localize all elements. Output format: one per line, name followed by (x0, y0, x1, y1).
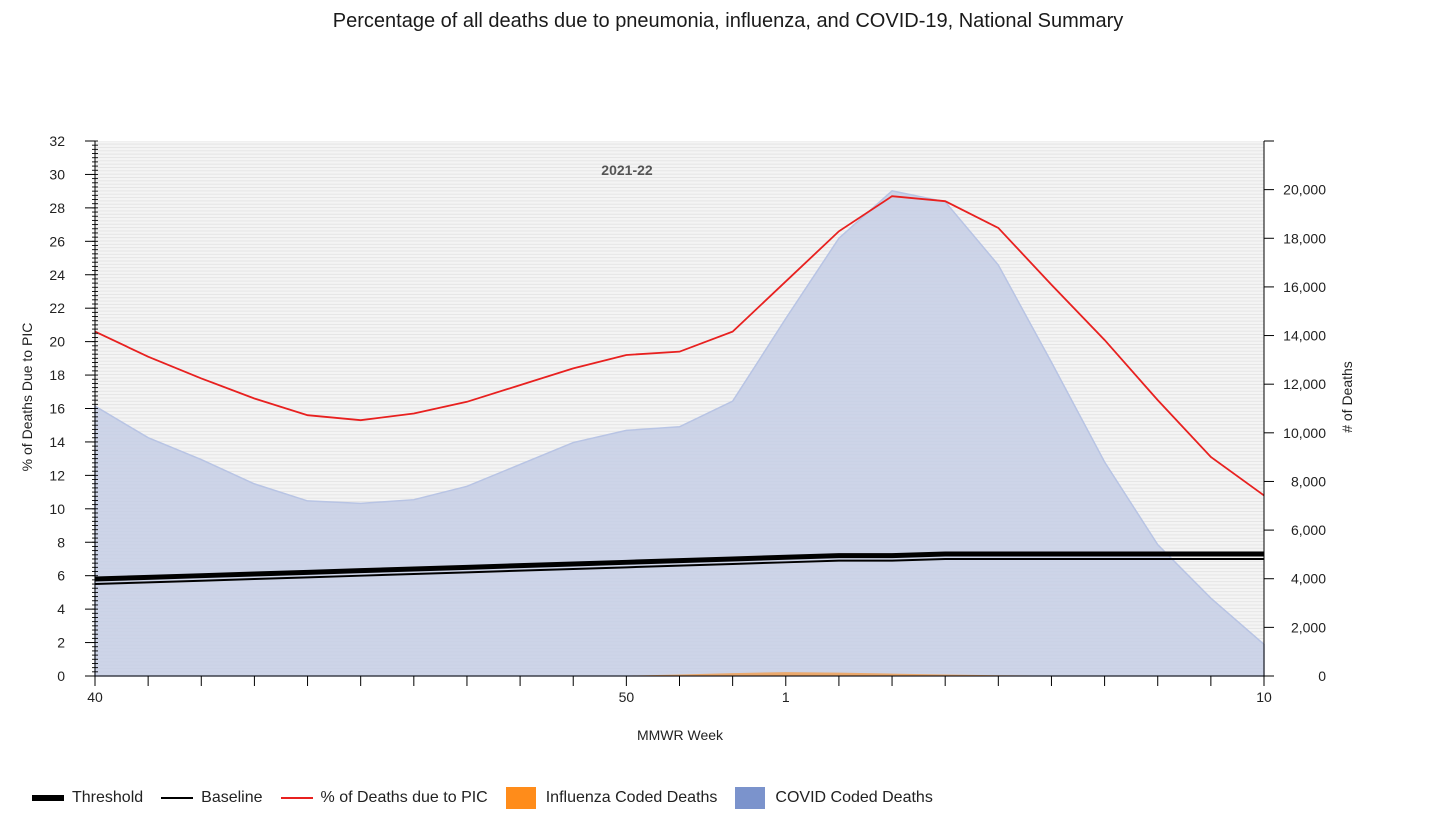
right-tick-label: 12,000 (1283, 376, 1326, 392)
left-tick-label: 26 (49, 233, 65, 249)
right-tick-label: 20,000 (1283, 182, 1326, 198)
left-tick-label: 20 (49, 334, 65, 350)
right-axis-title: # of Deaths (1339, 361, 1355, 433)
left-tick-label: 24 (49, 267, 65, 283)
left-tick-label: 14 (49, 434, 65, 450)
left-tick-label: 18 (49, 367, 65, 383)
influenza-coded-deaths-area (95, 672, 1264, 676)
right-tick-label: 14,000 (1283, 328, 1326, 344)
right-tick-label: 2,000 (1291, 619, 1326, 635)
legend-item-covid[interactable]: COVID Coded Deaths (735, 787, 933, 809)
legend-item-threshold[interactable]: Threshold (32, 789, 143, 807)
left-tick-label: 8 (57, 534, 65, 550)
legend-item-influenza[interactable]: Influenza Coded Deaths (505, 787, 718, 809)
left-axis-title: % of Deaths Due to PIC (19, 323, 35, 472)
threshold-swatch (32, 795, 64, 801)
baseline-line (94, 557, 1264, 586)
legend-item-baseline[interactable]: Baseline (161, 789, 263, 807)
legend: Threshold Baseline % of Deaths due to PI… (32, 786, 951, 810)
legend-label-influenza: Influenza Coded Deaths (545, 789, 718, 806)
left-tick-label: 22 (49, 300, 65, 316)
right-tick-label: 0 (1318, 668, 1326, 684)
left-tick-label: 6 (57, 568, 65, 584)
chart-canvas: 0246810121416182022242628303202,0004,000… (19, 133, 1355, 743)
left-tick-label: 2 (57, 635, 65, 651)
right-tick-label: 10,000 (1283, 425, 1326, 441)
right-tick-label: 6,000 (1291, 522, 1326, 538)
x-tick-label: 10 (1256, 689, 1272, 705)
legend-label-baseline: Baseline (201, 789, 263, 806)
baseline-swatch (161, 797, 194, 799)
threshold-line (94, 551, 1264, 582)
legend-item-pic[interactable]: % of Deaths due to PIC (280, 789, 488, 807)
right-tick-label: 4,000 (1291, 571, 1326, 587)
right-tick-label: 16,000 (1283, 279, 1326, 295)
x-tick-label: 1 (782, 689, 790, 705)
covid-swatch (735, 787, 766, 809)
left-tick-label: 32 (49, 133, 65, 149)
influenza-swatch (505, 787, 536, 809)
left-tick-label: 10 (49, 501, 65, 517)
left-tick-label: 12 (49, 467, 65, 483)
left-tick-label: 28 (49, 200, 65, 216)
x-axis-title: MMWR Week (637, 727, 724, 743)
right-tick-label: 8,000 (1291, 473, 1326, 489)
pic-swatch (280, 797, 313, 799)
chart-title: Percentage of all deaths due to pneumoni… (332, 10, 1124, 32)
left-tick-label: 0 (57, 668, 65, 684)
legend-label-covid: COVID Coded Deaths (775, 789, 933, 806)
x-tick-label: 40 (87, 689, 103, 705)
legend-label-threshold: Threshold (72, 789, 144, 806)
right-tick-label: 18,000 (1283, 230, 1326, 246)
x-tick-label: 50 (619, 689, 635, 705)
left-tick-label: 4 (57, 601, 65, 617)
season-label: 2021-22 (601, 162, 653, 178)
legend-label-pic: % of Deaths due to PIC (320, 789, 488, 806)
left-tick-label: 16 (49, 401, 65, 417)
left-tick-label: 30 (49, 166, 65, 182)
